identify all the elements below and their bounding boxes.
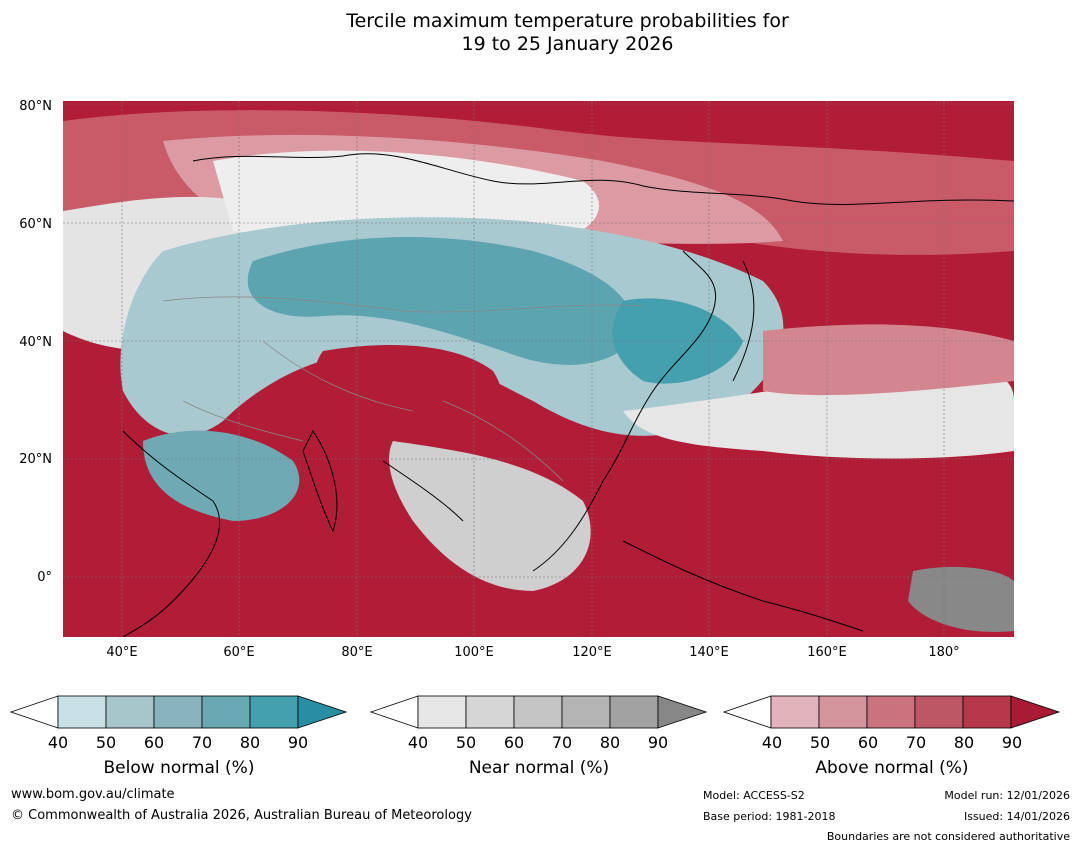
model-name: Model: ACCESS-S2 <box>703 789 805 802</box>
base-period: Base period: 1981-2018 <box>703 810 836 823</box>
colorbar-tick: 70 <box>551 733 573 752</box>
lat-label-20n: 20°N <box>19 452 52 467</box>
lat-gridlines <box>63 103 1014 578</box>
colorbar-segment <box>914 695 964 729</box>
probability-map[interactable] <box>63 101 1014 637</box>
colorbar-extension-high <box>657 695 708 729</box>
issued-date: Issued: 14/01/2026 <box>963 810 1070 823</box>
colorbar-tick: 50 <box>95 733 117 752</box>
colorbar-segment <box>609 695 659 729</box>
colorbar-tick: 40 <box>407 733 429 752</box>
colorbar-segment <box>770 695 820 729</box>
colorbar-tick: 80 <box>599 733 621 752</box>
colorbar-tick: 40 <box>47 733 69 752</box>
colorbar-below-normal-label: Below normal (%) <box>103 758 255 778</box>
region-below-normal-east <box>612 298 743 384</box>
coastlines <box>122 153 1014 637</box>
colorbar-segment <box>153 695 203 729</box>
colorbar-tick: 50 <box>455 733 477 752</box>
colorbar-segment <box>57 695 107 729</box>
colorbar-extension-low <box>370 695 419 729</box>
colorbar-above-normal-label: Above normal (%) <box>815 758 969 778</box>
lon-label-180: 180° <box>928 645 960 660</box>
country-boundaries <box>162 296 644 482</box>
lon-label-120e: 120°E <box>572 645 612 660</box>
colorbar-tick: 50 <box>809 733 831 752</box>
colorbar-tick: 60 <box>857 733 879 752</box>
colorbar-extension-low <box>10 695 59 729</box>
model-run-date: Model run: 12/01/2026 <box>944 789 1070 802</box>
lon-label-80e: 80°E <box>341 645 373 660</box>
colorbar-segment <box>249 695 299 729</box>
boundaries-disclaimer: Boundaries are not considered authoritat… <box>826 830 1070 843</box>
region-above-light-pacific <box>763 324 1014 396</box>
colorbar-near-normal <box>370 695 708 729</box>
colorbar-segment <box>561 695 611 729</box>
colorbar-near-normal-label: Near normal (%) <box>468 758 610 778</box>
lat-label-80n: 80°N <box>19 99 52 114</box>
colorbar-segment <box>465 695 515 729</box>
lon-label-140e: 140°E <box>689 645 729 660</box>
colorbar-tick: 80 <box>953 733 975 752</box>
lat-label-0: 0° <box>37 570 52 585</box>
colorbar-segment <box>417 695 467 729</box>
lon-gridlines <box>121 101 945 637</box>
colorbar-segment <box>105 695 155 729</box>
colorbar-tick: 90 <box>1001 733 1023 752</box>
colorbar-tick: 70 <box>905 733 927 752</box>
lon-label-100e: 100°E <box>454 645 494 660</box>
colorbar-tick: 90 <box>647 733 669 752</box>
colorbar-segment <box>866 695 916 729</box>
colorbar-extension-high <box>297 695 348 729</box>
colorbar-tick: 40 <box>761 733 783 752</box>
colorbar-extension-low <box>723 695 772 729</box>
colorbar-segment <box>513 695 563 729</box>
region-near-normal-southeast-asia <box>389 441 591 591</box>
region-above-normal-tibet <box>314 345 503 465</box>
colorbar-extension-high <box>1010 695 1061 729</box>
colorbar-tick: 90 <box>287 733 309 752</box>
website-link[interactable]: www.bom.gov.au/climate <box>11 787 175 802</box>
lat-label-40n: 40°N <box>19 335 52 350</box>
colorbar-tick: 70 <box>191 733 213 752</box>
region-below-normal-core <box>247 237 635 365</box>
colorbar-segment <box>818 695 868 729</box>
lon-label-160e: 160°E <box>807 645 847 660</box>
region-below-normal-southwest <box>143 430 300 521</box>
map-title-line-1: Tercile maximum temperature probabilitie… <box>346 10 789 32</box>
colorbar-segment <box>201 695 251 729</box>
colorbar-above-normal <box>723 695 1061 729</box>
lon-label-40e: 40°E <box>106 645 138 660</box>
colorbar-tick: 60 <box>503 733 525 752</box>
region-near-normal-pacific-white <box>623 369 1014 459</box>
map-title-line-2: 19 to 25 January 2026 <box>461 33 674 55</box>
copyright-text: © Commonwealth of Australia 2026, Austra… <box>11 808 472 823</box>
colorbar-tick: 60 <box>143 733 165 752</box>
region-near-normal-dark-pacific <box>908 566 1014 632</box>
colorbar-segment <box>962 695 1012 729</box>
colorbar-below-normal <box>10 695 348 729</box>
map-title: Tercile maximum temperature probabilitie… <box>0 10 1081 56</box>
colorbar-tick: 80 <box>239 733 261 752</box>
lat-label-60n: 60°N <box>19 217 52 232</box>
lon-label-60e: 60°E <box>223 645 255 660</box>
